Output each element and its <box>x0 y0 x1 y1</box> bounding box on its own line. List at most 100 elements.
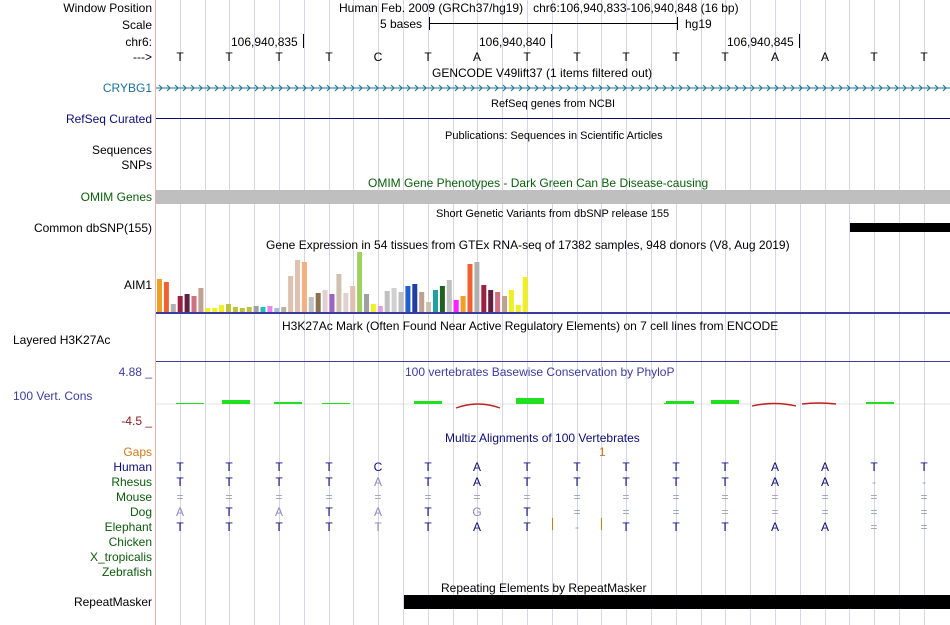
coord-label: 106,940,845 <box>727 35 794 49</box>
phylop-positive-mark <box>711 400 739 404</box>
repeatmasker-track-title: Repeating Elements by RepeatMasker <box>441 581 647 595</box>
gtex-tissue-bar <box>288 276 294 312</box>
alignment-base: A <box>472 520 481 534</box>
scale-bar-left-tick <box>429 17 430 30</box>
alignment-base: T <box>424 520 432 534</box>
repeatmasker-label[interactable]: RepeatMasker <box>73 595 152 609</box>
phylop-track-label[interactable]: 100 Vert. Cons <box>13 389 93 403</box>
gtex-tissue-bar <box>412 284 418 312</box>
alignment-base: = <box>325 490 333 504</box>
phylop-conservation-plot[interactable] <box>156 388 950 414</box>
strand-chevron <box>542 84 547 92</box>
strand-chevron <box>262 84 267 92</box>
strand-chevron <box>518 84 523 92</box>
coord-label: 106,940,840 <box>479 35 546 49</box>
strand-chevron <box>478 84 483 92</box>
strand-chevron <box>182 84 187 92</box>
alignment-base: A <box>472 475 481 489</box>
alignment-base: T <box>424 505 432 519</box>
window-position-label[interactable]: Window Position <box>63 1 152 15</box>
gtex-tissue-bar <box>481 285 487 312</box>
species-label-x_tropicalis[interactable]: X_tropicalis <box>89 550 152 564</box>
alignment-base: T <box>424 475 432 489</box>
gtex-tissue-bar <box>232 307 238 312</box>
scale-bar-right-tick <box>677 17 678 30</box>
layered-h3k27ac-label[interactable]: Layered H3K27Ac <box>13 333 111 347</box>
strand-label[interactable]: ---> <box>133 50 152 64</box>
base-letter: A <box>820 50 829 64</box>
scale-label[interactable]: Scale <box>121 18 152 32</box>
strand-chevron <box>614 84 619 92</box>
base-letter: T <box>325 50 333 64</box>
repeatmasker-element-bar[interactable] <box>404 595 950 609</box>
species-label-human[interactable]: Human <box>113 460 152 474</box>
alignment-base: T <box>225 505 233 519</box>
gtex-tissue-bar <box>405 286 411 312</box>
refseq-gene-line[interactable] <box>156 118 950 119</box>
strand-chevron <box>350 84 355 92</box>
phylop-positive-mark <box>666 401 694 404</box>
alignment-base: T <box>225 460 233 474</box>
phylop-negative-mark <box>455 403 501 409</box>
gtex-tissue-bar <box>370 304 376 312</box>
gtex-tissue-bar <box>336 274 342 312</box>
strand-chevron <box>206 84 211 92</box>
strand-chevron <box>822 84 827 92</box>
strand-chevron <box>214 84 219 92</box>
alignment-base: T <box>176 460 184 474</box>
gaps-label[interactable]: Gaps <box>123 445 152 459</box>
species-label-zebrafish[interactable]: Zebrafish <box>101 565 152 579</box>
strand-chevron <box>886 84 891 92</box>
snps-label[interactable]: SNPs <box>121 158 152 172</box>
gtex-tissue-bar <box>433 290 438 312</box>
alignment-base: A <box>373 505 382 519</box>
strand-chevron <box>222 84 227 92</box>
strand-chevron <box>166 84 171 92</box>
alignment-base: T <box>325 520 333 534</box>
gtex-tissue-bar <box>377 306 383 312</box>
species-label-elephant[interactable]: Elephant <box>104 520 152 534</box>
omim-genes-label[interactable]: OMIM Genes <box>80 190 152 204</box>
strand-chevron <box>622 84 627 92</box>
strand-chevron <box>606 84 611 92</box>
strand-chevron <box>726 84 731 92</box>
common-dbsnp-label[interactable]: Common dbSNP(155) <box>33 221 152 235</box>
strand-chevron <box>430 84 435 92</box>
phylop-min-label: -4.5 _ <box>121 414 152 428</box>
species-label-dog[interactable]: Dog <box>129 505 152 519</box>
chr-label[interactable]: chr6: <box>125 35 152 49</box>
gencode-gene-track[interactable] <box>156 82 950 94</box>
strand-chevron <box>598 84 603 92</box>
phylop-track-title: 100 vertebrates Basewise Conservation by… <box>405 365 675 379</box>
aim1-label[interactable]: AIM1 <box>123 278 152 292</box>
alignment-base: = <box>870 490 878 504</box>
base-letter: A <box>472 50 481 64</box>
gtex-expression-chart[interactable] <box>156 251 950 315</box>
base-letter: T <box>870 50 878 64</box>
omim-gene-bar[interactable] <box>156 190 950 204</box>
strand-chevron <box>342 84 347 92</box>
scale-text: 5 bases <box>380 17 423 31</box>
species-label-chicken[interactable]: Chicken <box>108 535 152 549</box>
strand-chevron <box>454 84 459 92</box>
alignment-base: T <box>424 460 432 474</box>
gtex-tissue-bar <box>364 294 369 312</box>
refseq-curated-label[interactable]: RefSeq Curated <box>65 112 152 126</box>
dbsnp-track-title: Short Genetic Variants from dbSNP releas… <box>436 208 670 220</box>
species-label-rhesus[interactable]: Rhesus <box>111 475 152 489</box>
gene-label-crybg1[interactable]: CRYBG1 <box>102 81 152 95</box>
gtex-tissue-bar <box>398 292 404 312</box>
multiz-track-title: Multiz Alignments of 100 Vertebrates <box>445 431 640 445</box>
alignment-base: A <box>820 460 829 474</box>
alignment-base: C <box>373 460 383 474</box>
dbsnp-variant-bar[interactable] <box>850 223 950 232</box>
strand-chevron <box>462 84 467 92</box>
species-label-mouse[interactable]: Mouse <box>115 490 152 504</box>
sequences-label[interactable]: Sequences <box>91 143 152 157</box>
strand-chevron <box>318 84 323 92</box>
alignment-base: T <box>523 460 531 474</box>
alignment-base: = <box>473 490 481 504</box>
strand-chevron <box>910 84 915 92</box>
strand-chevron <box>550 84 555 92</box>
